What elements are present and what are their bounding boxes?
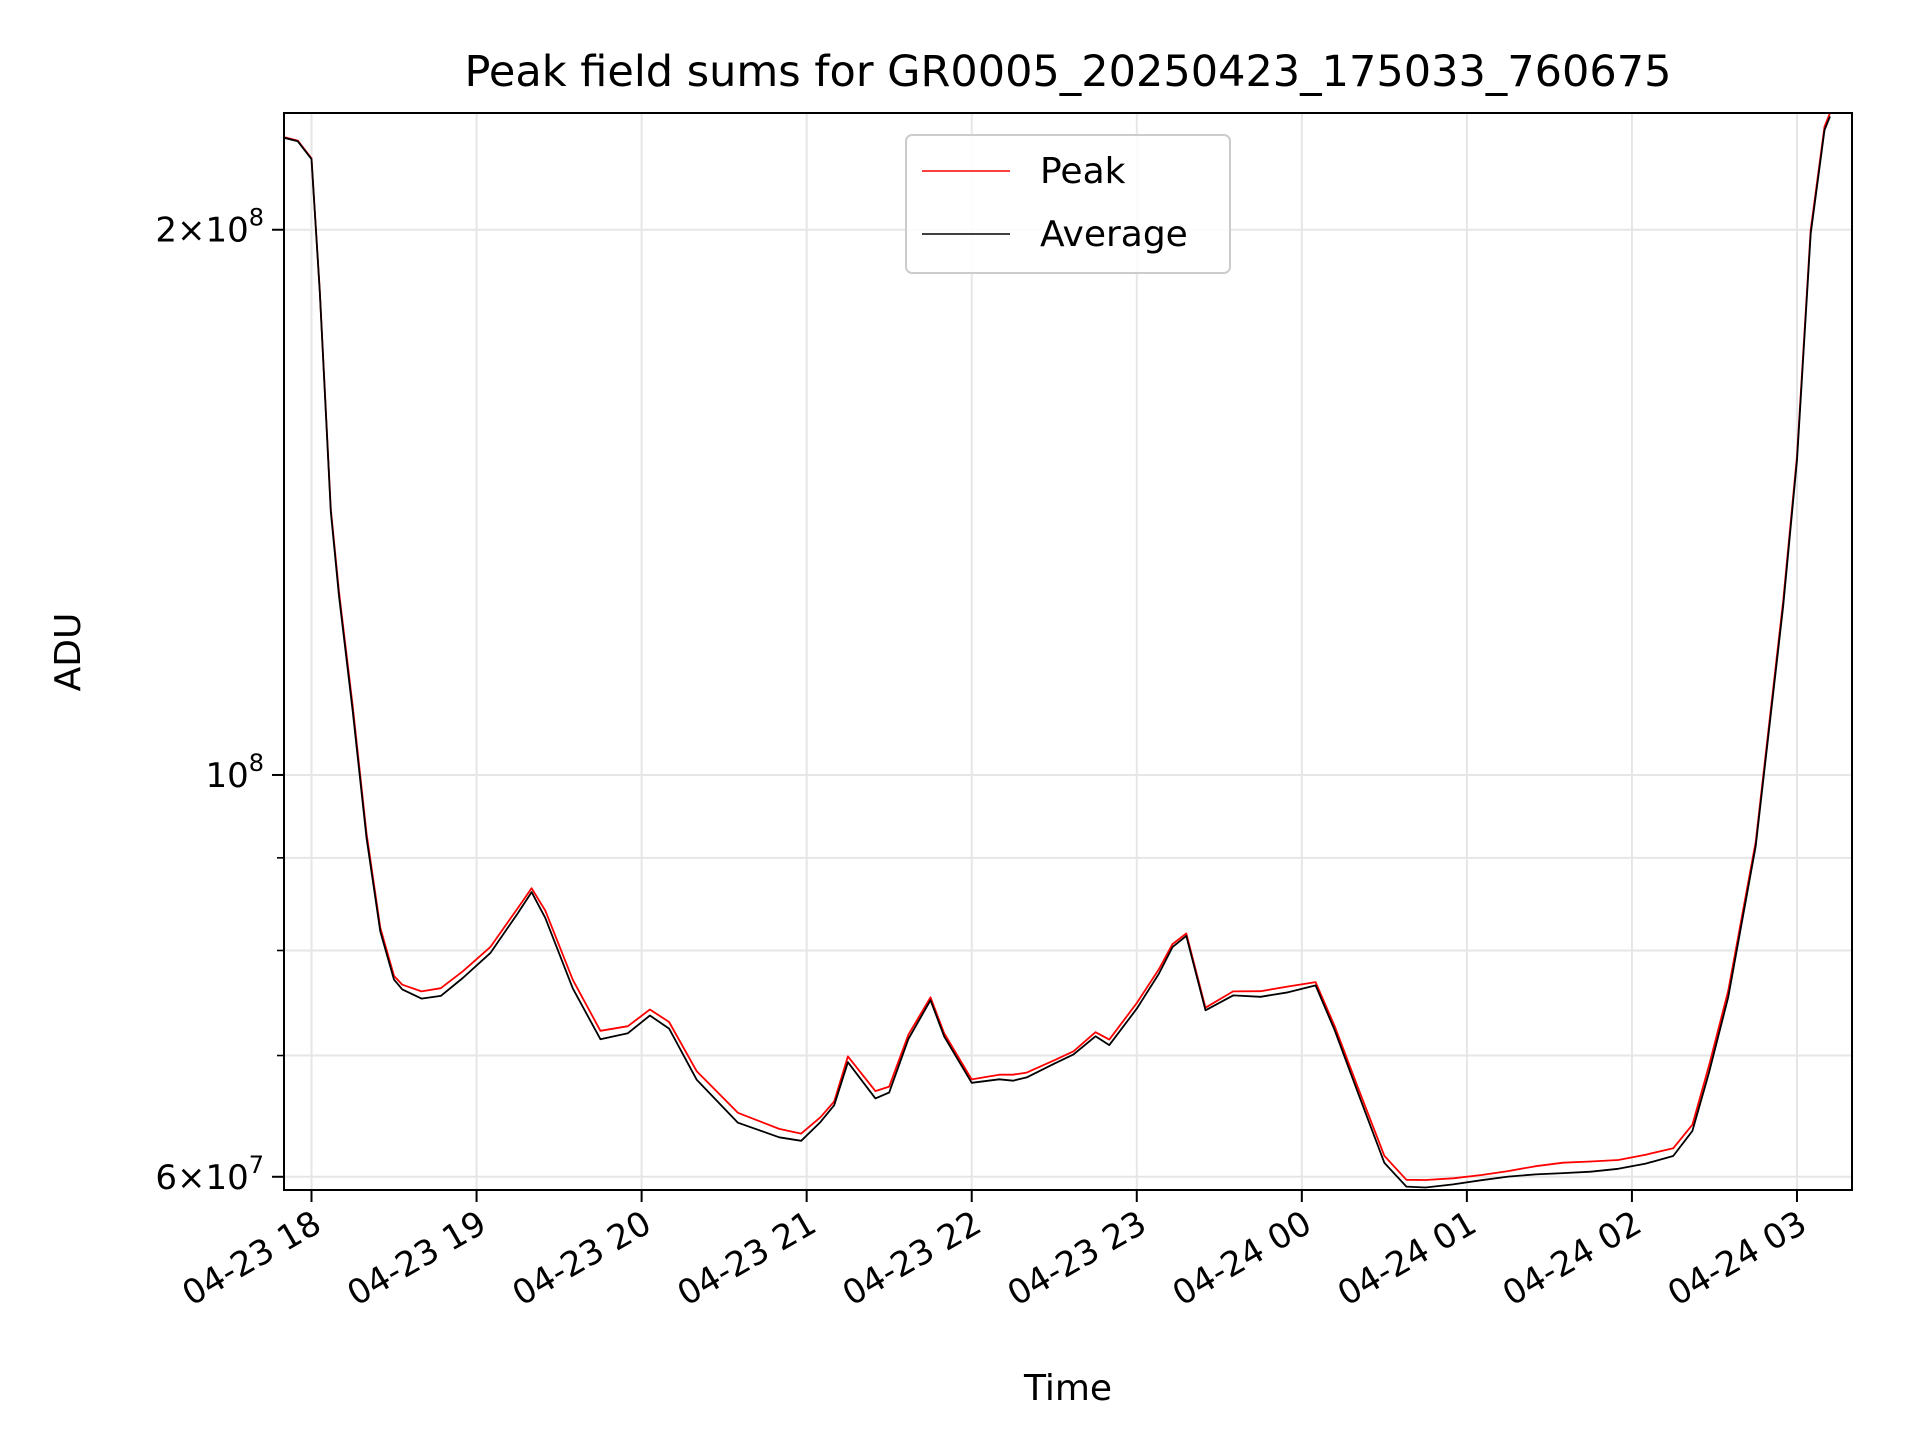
series-line-average: [284, 116, 1831, 1189]
chart-title: Peak field sums for GR0005_20250423_1750…: [465, 47, 1672, 97]
y-tick-base: 2×10: [155, 211, 248, 251]
y-tick-label: 108: [205, 749, 264, 796]
y-tick-exponent: 8: [249, 749, 264, 777]
series-line-peak: [284, 113, 1831, 1181]
y-tick-base: 10: [205, 756, 248, 796]
series-group: [284, 113, 1831, 1189]
y-tick-exponent: 8: [249, 204, 264, 232]
grid: [284, 113, 1852, 1190]
y-tick-base: 6×10: [155, 1158, 248, 1198]
plot-area: [284, 113, 1852, 1190]
y-tick-label: 6×107: [155, 1151, 264, 1198]
y-tick-label: 2×108: [155, 204, 264, 251]
legend-frame: [905, 134, 1231, 274]
y-axis-title: ADU: [48, 613, 89, 692]
legend-label-peak: Peak: [1040, 151, 1126, 192]
legend: Peak Average: [905, 134, 1231, 274]
y-tick-exponent: 7: [249, 1151, 264, 1179]
legend-label-average: Average: [1040, 214, 1188, 255]
plot-frame: [283, 112, 1853, 1191]
x-axis-title: Time: [1023, 1368, 1112, 1409]
